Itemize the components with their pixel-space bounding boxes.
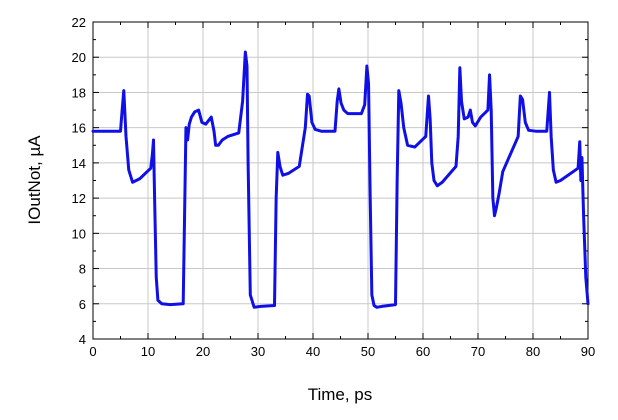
series-line [91,50,590,309]
x-tick-label: 0 [89,344,96,359]
y-tick-label: 10 [72,226,86,241]
x-tick-label: 20 [196,344,210,359]
series-layer [91,50,590,309]
grid-lines [93,22,588,339]
x-tick-label: 30 [251,344,265,359]
y-tick-label: 14 [72,156,86,171]
axis-ticks [92,21,589,340]
x-tick-label: 60 [416,344,430,359]
x-tick-label: 10 [141,344,155,359]
y-tick-label: 16 [72,121,86,136]
y-tick-label: 12 [72,191,86,206]
tick-labels: 0 10 20 30 40 50 60 70 80 90 4 6 8 10 12 14 16 18 20 22 [72,15,596,359]
y-tick-label: 18 [72,85,86,100]
plot-frame [92,21,589,340]
x-tick-label: 80 [526,344,540,359]
x-tick-label: 40 [306,344,320,359]
x-axis-title: Time, ps [308,385,373,404]
x-tick-label: 50 [361,344,375,359]
y-axis-title: IOutNot, µA [25,135,44,225]
y-tick-label: 22 [72,15,86,30]
y-tick-label: 6 [79,297,86,312]
y-tick-label: 20 [72,50,86,65]
y-tick-label: 4 [79,332,86,347]
x-tick-label: 90 [581,344,595,359]
y-tick-label: 8 [79,262,86,277]
x-tick-label: 70 [471,344,485,359]
